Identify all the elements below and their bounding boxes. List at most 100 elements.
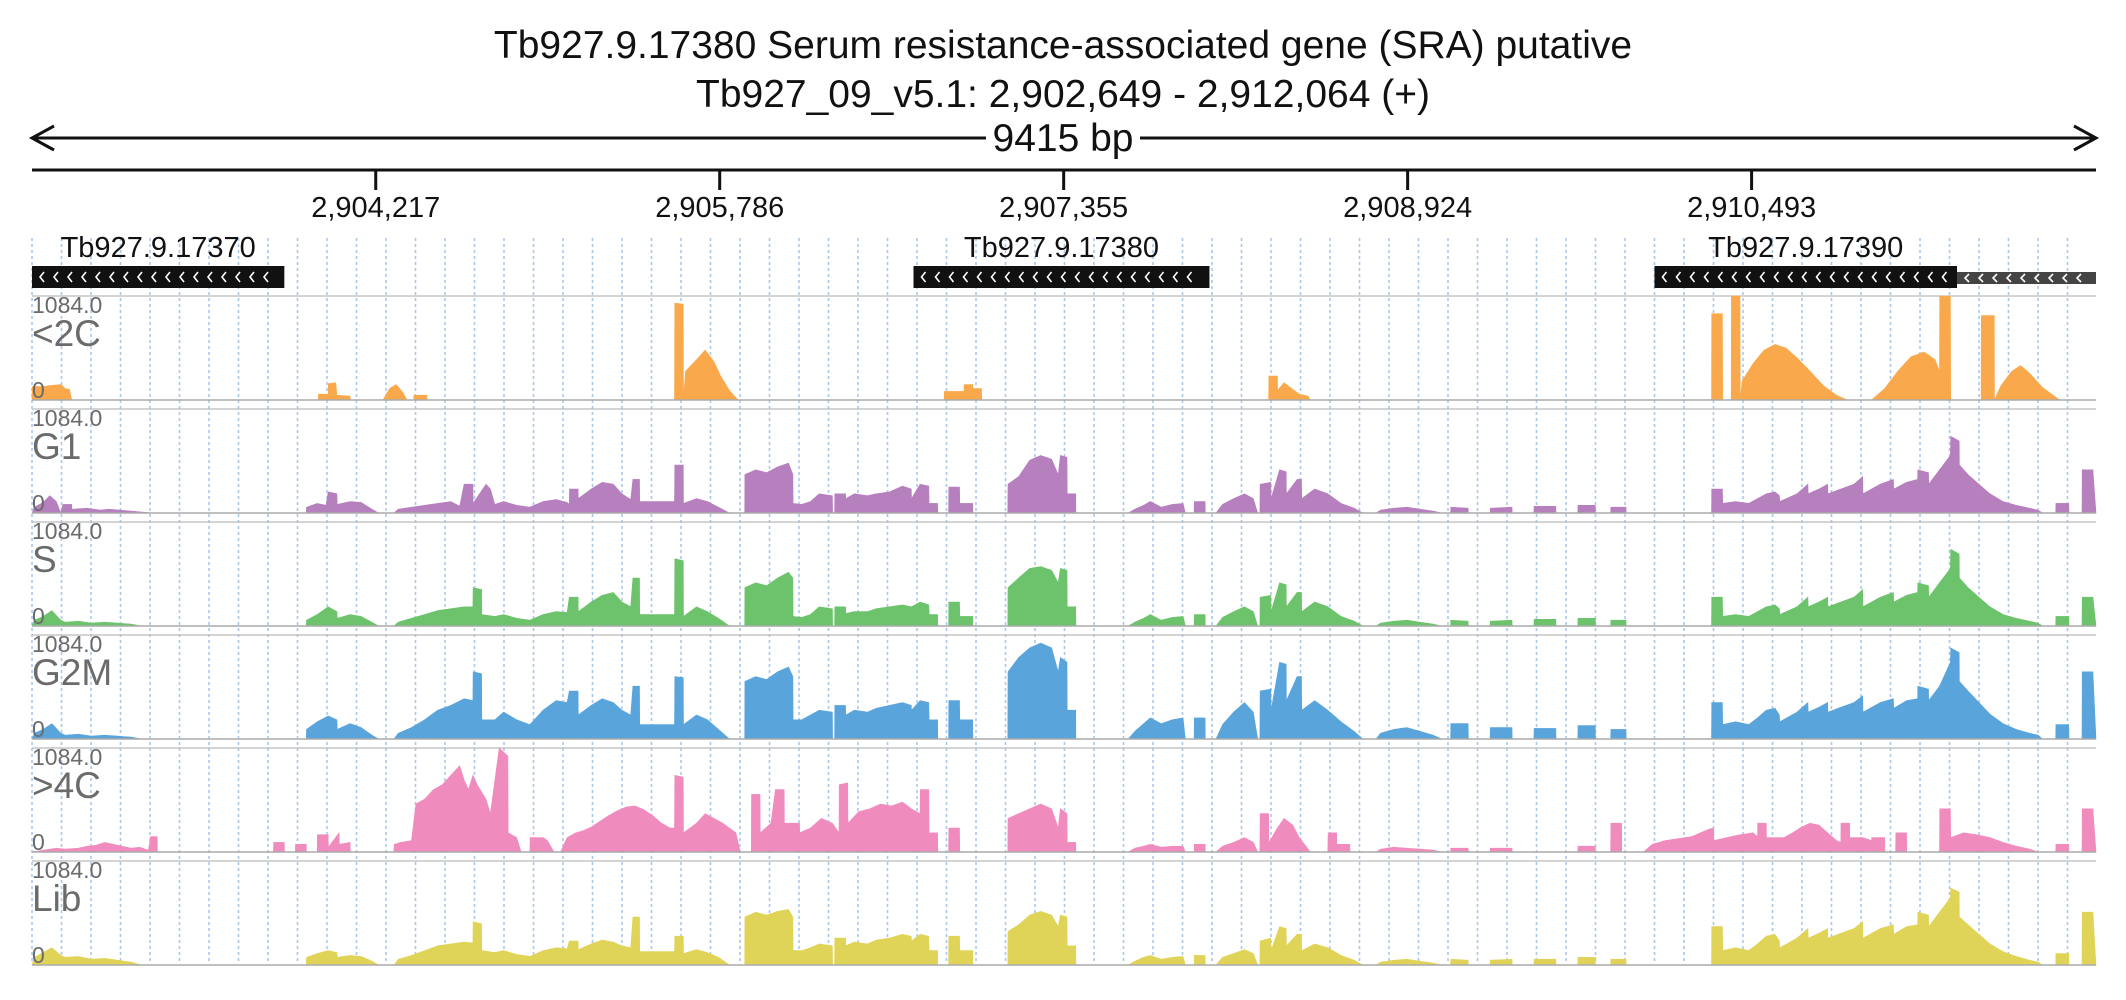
strand-chevron [150, 271, 157, 283]
chart-title: Tb927.9.17380 Serum resistance-associate… [494, 24, 1632, 67]
gene-label: Tb927.9.17380 [964, 232, 1159, 264]
strand-chevron [1088, 271, 1095, 283]
strand-chevron [1703, 271, 1710, 283]
strand-chevron [1731, 271, 1738, 283]
track: 1084.0<2C 0 [31, 292, 2096, 403]
track-ymin-label: 0 [32, 377, 45, 403]
strand-chevron [1759, 271, 1766, 283]
gene-annotations: Tb927.9.17370 Tb927.9.17380 Tb927.9.17390 [32, 232, 2096, 288]
track: 1084.0G1 0 [31, 405, 2097, 516]
strand-chevron [234, 271, 241, 283]
strand-chevron [1172, 271, 1179, 283]
track: 1084.0>4C 0 [31, 744, 2097, 855]
strand-chevron [1857, 271, 1864, 283]
coverage-area [31, 887, 2097, 966]
strand-chevron [1046, 271, 1053, 283]
span-arrow-left [28, 124, 55, 152]
strand-chevron [1717, 271, 1724, 283]
track-name: >4C [32, 765, 101, 806]
strand-chevron [52, 271, 59, 283]
strand-chevron [1977, 273, 1984, 283]
coverage-area [31, 435, 2097, 514]
strand-chevron [2075, 273, 2082, 283]
strand-chevron [1801, 271, 1808, 283]
strand-chevron [1773, 271, 1780, 283]
track-ymin-label: 0 [32, 603, 45, 629]
strand-chevron [1004, 271, 1011, 283]
coverage-tracks: 1084.0<2C01084.0G101084.0S01084.0G2M0108… [31, 292, 2097, 968]
gene-body [1654, 266, 1958, 288]
strand-chevron [1941, 271, 1948, 283]
strand-chevron [1074, 271, 1081, 283]
span-arrow-right [2073, 124, 2100, 152]
strand-chevron [206, 271, 213, 283]
strand-chevron [1060, 271, 1067, 283]
strand-chevron [1829, 271, 1836, 283]
gene-body [1957, 272, 2096, 284]
strand-chevron [1018, 271, 1025, 283]
strand-chevron [248, 271, 255, 283]
strand-chevron [136, 271, 143, 283]
strand-chevron [262, 271, 269, 283]
strand-chevron [1102, 271, 1109, 283]
track-ymax-label: 1084.0 [32, 292, 102, 318]
track-ymax-label: 1084.0 [32, 631, 102, 657]
strand-chevron [1991, 273, 1998, 283]
strand-chevron [976, 271, 983, 283]
strand-chevron [94, 271, 101, 283]
strand-chevron [1144, 271, 1151, 283]
strand-chevron [1885, 271, 1892, 283]
strand-chevron [220, 271, 227, 283]
strand-chevron [2061, 273, 2068, 283]
track-name: <2C [32, 313, 101, 354]
track-ymin-label: 0 [32, 716, 45, 742]
strand-chevron [1871, 271, 1878, 283]
strand-chevron [1787, 271, 1794, 283]
strand-chevron [990, 271, 997, 283]
strand-chevron [1843, 271, 1850, 283]
track-name: S [32, 539, 57, 580]
axis-tick-label: 2,910,493 [1687, 192, 1816, 224]
strand-chevron [1661, 271, 1668, 283]
strand-chevron [1913, 271, 1920, 283]
strand-chevron [66, 271, 73, 283]
strand-chevron [2033, 273, 2040, 283]
span-label: 9415 bp [993, 117, 1134, 160]
coverage-area [31, 747, 2097, 853]
strand-chevron [1815, 271, 1822, 283]
strand-chevron [2005, 273, 2012, 283]
strand-chevron [1899, 271, 1906, 283]
strand-chevron [80, 271, 87, 283]
gene-label: Tb927.9.17390 [1708, 232, 1903, 264]
track-ymin-label: 0 [32, 490, 45, 516]
axis-tick-label: 2,904,217 [311, 192, 440, 224]
chart-subtitle: Tb927_09_v5.1: 2,902,649 - 2,912,064 (+) [696, 73, 1430, 116]
gene-body [32, 266, 285, 288]
strand-chevron [1689, 271, 1696, 283]
coverage-area [31, 642, 2097, 740]
strand-chevron [1186, 271, 1193, 283]
axis-tick-label: 2,905,786 [655, 192, 784, 224]
strand-chevron [192, 271, 199, 283]
strand-chevron [1116, 271, 1123, 283]
strand-chevron [38, 271, 45, 283]
track: 1084.0S 0 [31, 518, 2097, 629]
track-name: G2M [32, 652, 112, 693]
strand-chevron [934, 271, 941, 283]
track-ymax-label: 1084.0 [32, 744, 102, 770]
strand-chevron [1158, 271, 1165, 283]
strand-chevron [962, 271, 969, 283]
span-indicator: 9415 bp [28, 117, 2100, 160]
strand-chevron [108, 271, 115, 283]
track-ymin-label: 0 [32, 829, 45, 855]
strand-chevron [948, 271, 955, 283]
strand-chevron [1927, 271, 1934, 283]
axis-tick-label: 2,908,924 [1343, 192, 1472, 224]
strand-chevron [1130, 271, 1137, 283]
track-name: Lib [32, 878, 81, 919]
strand-chevron [1675, 271, 1682, 283]
track-ymin-label: 0 [32, 942, 45, 968]
